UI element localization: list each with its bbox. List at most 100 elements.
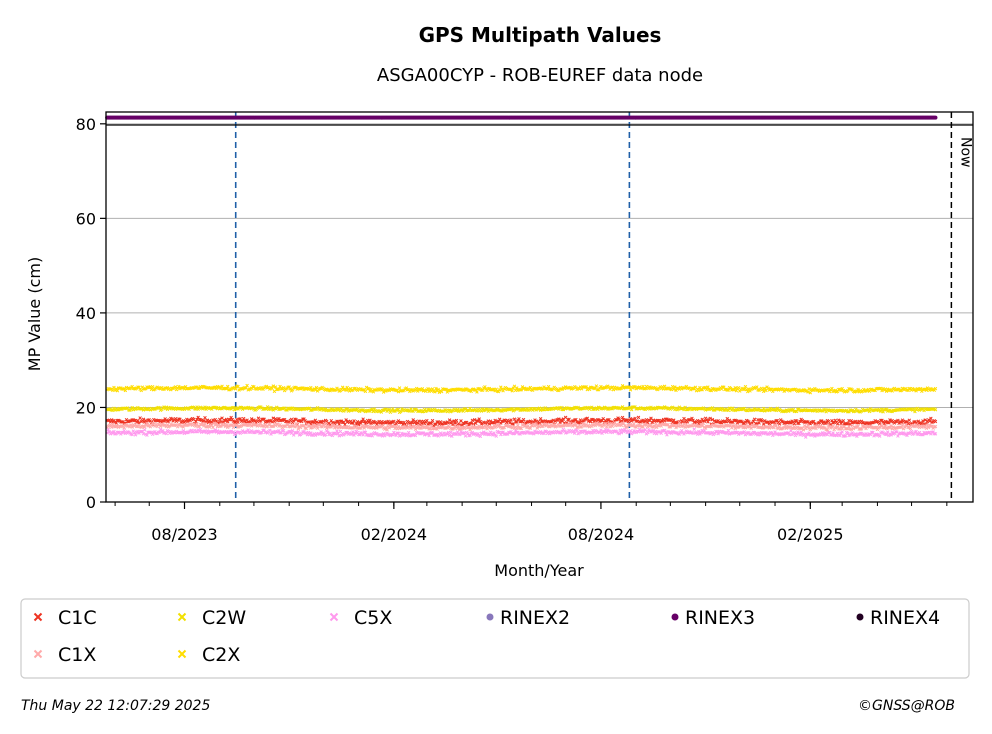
data-point-c1x (384, 425, 388, 430)
data-point-c1c (557, 417, 561, 421)
data-point-c5x (692, 427, 696, 432)
data-point-c2w (232, 408, 237, 412)
legend-marker (177, 649, 187, 659)
data-point-c5x (323, 432, 328, 437)
data-point-c5x (400, 431, 404, 436)
data-point-c1c (504, 420, 509, 425)
data-point-c5x (617, 432, 621, 436)
data-point-c1x (419, 426, 423, 430)
data-point-c1x (408, 423, 412, 428)
data-point-c1c (271, 416, 276, 420)
data-point-c1x (212, 421, 216, 425)
data-point-c1c (789, 421, 793, 425)
data-point-c5x (896, 434, 900, 438)
data-point-c2x (620, 383, 625, 388)
data-point-c2x (744, 387, 749, 392)
data-point-c2w (510, 406, 514, 411)
data-point-c1x (856, 424, 860, 429)
data-point-c1x (455, 426, 460, 431)
data-point-c1x (654, 425, 659, 430)
data-point-c2x (397, 386, 402, 390)
data-point-c2w (285, 408, 289, 412)
data-point-c1c (740, 420, 744, 424)
data-point-c1x (924, 426, 929, 431)
data-point-c1x (111, 422, 115, 426)
data-point-c5x (827, 430, 832, 435)
data-point-c5x (571, 429, 576, 433)
data-point-c2x (430, 387, 435, 391)
data-point-c2w (398, 409, 403, 414)
data-point-c1x (668, 425, 673, 429)
data-point-c1c (833, 418, 838, 423)
data-point-c1c (841, 419, 846, 423)
data-point-c5x (455, 430, 460, 434)
data-point-c2w (244, 406, 248, 410)
footer-credit: ©GNSS@ROB (858, 698, 955, 714)
data-point-c2x (755, 385, 759, 389)
data-point-c2x (933, 386, 938, 391)
data-point-c2w (629, 407, 634, 412)
data-point-c1x (825, 428, 830, 432)
data-point-c1c (430, 418, 435, 423)
rinex-point-rinex3 (933, 115, 938, 120)
data-point-c5x (921, 432, 925, 437)
data-point-c1x (698, 424, 702, 429)
data-point-c2x (434, 386, 438, 391)
data-point-c1x (906, 425, 910, 430)
data-point-c1x (203, 422, 207, 426)
data-point-c2x (173, 385, 178, 389)
data-point-c5x (197, 429, 202, 434)
x-tick-label: 08/2023 (151, 525, 217, 544)
data-point-c2x (381, 390, 386, 394)
data-point-c1x (534, 422, 538, 426)
data-point-c2x (225, 384, 230, 389)
data-point-c5x (145, 433, 149, 437)
data-point-c1c (887, 420, 891, 425)
data-point-c1c (819, 419, 824, 423)
data-point-c1c (476, 419, 480, 423)
data-point-c1c (757, 421, 761, 425)
data-point-c1c (517, 417, 521, 421)
data-point-c1x (889, 423, 893, 428)
data-point-c1x (158, 424, 163, 429)
data-point-c2x (808, 391, 813, 395)
data-point-c5x (281, 428, 286, 433)
legend-item-rinex3: RINEX3 (671, 607, 755, 629)
data-point-c1c (846, 421, 850, 426)
data-point-c1c (294, 417, 298, 422)
data-point-c1c (487, 422, 492, 426)
legend-marker (33, 612, 43, 622)
data-point-c2x (494, 387, 499, 391)
data-point-c2w (388, 410, 393, 415)
data-point-c1x (483, 423, 487, 428)
chart-subtitle: ASGA00CYP - ROB-EUREF data node (377, 65, 703, 86)
data-point-c1x (122, 425, 126, 430)
data-point-c1c (297, 418, 302, 423)
x-tick-label: 02/2024 (361, 525, 427, 544)
data-point-c2x (880, 388, 884, 393)
data-point-c1c (459, 419, 463, 423)
data-point-c1c (413, 419, 418, 424)
data-point-c1c (343, 422, 347, 427)
data-point-c1x (211, 425, 215, 430)
data-point-c1c (249, 417, 254, 421)
data-point-c1c (929, 416, 933, 421)
data-point-c2w (455, 407, 460, 412)
data-point-c2x (734, 388, 739, 393)
data-point-c5x (181, 429, 186, 433)
data-point-c5x (492, 431, 496, 435)
data-point-c1c (734, 418, 739, 423)
data-point-c2x (245, 383, 249, 388)
data-point-c5x (231, 430, 236, 434)
data-point-c1x (621, 421, 626, 426)
legend-marker (671, 613, 679, 621)
data-point-c5x (132, 431, 137, 435)
data-point-c1c (362, 419, 367, 424)
data-point-c2x (884, 389, 889, 394)
data-point-c5x (716, 431, 720, 436)
data-point-c5x (392, 430, 396, 435)
data-point-c5x (840, 430, 844, 434)
data-point-c1x (930, 424, 934, 428)
data-point-c1x (495, 422, 500, 427)
data-point-c2x (367, 386, 371, 391)
